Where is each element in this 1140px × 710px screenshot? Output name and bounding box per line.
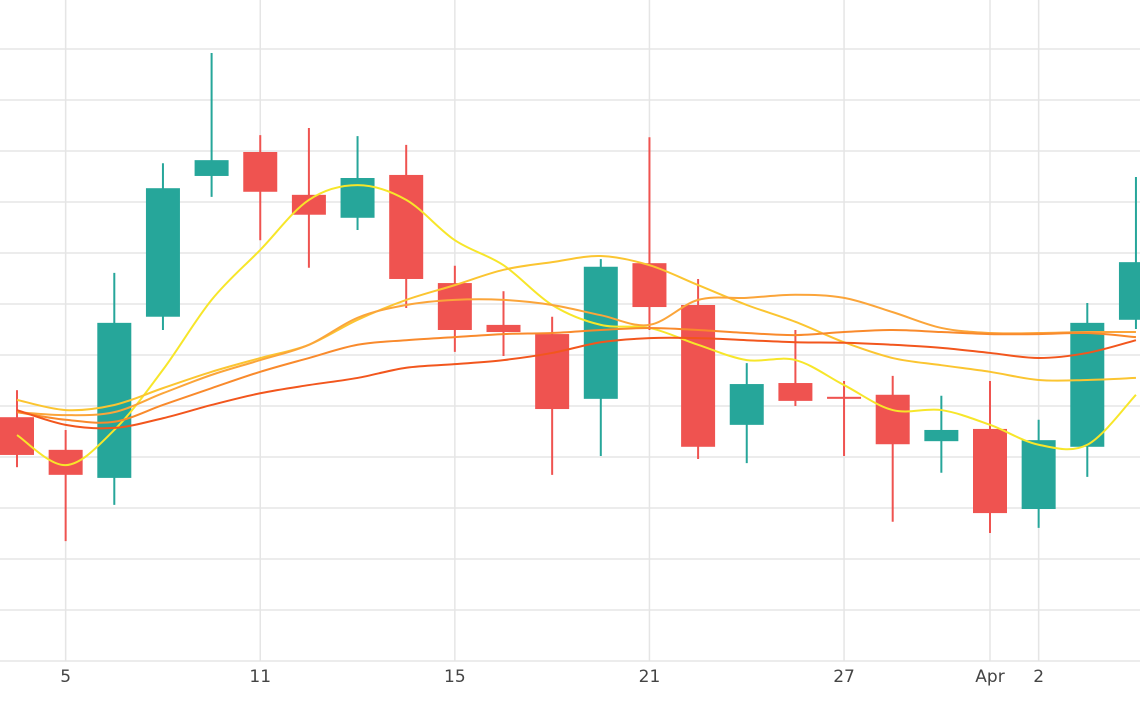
x-tick-label: 11 [249,667,271,687]
candles [0,53,1140,542]
candle-body [486,324,521,333]
candle-body [973,428,1007,514]
candle-body [729,384,764,425]
candle-body [875,394,910,445]
candle-body [243,151,278,192]
grid [0,0,1140,662]
x-tick-label: 21 [639,667,661,687]
candle-body [1118,262,1140,320]
candle-body [389,174,424,279]
moving-average-line [16,293,1136,417]
candle-body [681,304,716,447]
candle-body [632,263,667,308]
candle-body [583,266,618,399]
candle-body [194,160,229,176]
x-tick-label: 27 [833,667,855,687]
candle-body [778,383,813,401]
candle-body [97,322,132,478]
candle-body [1021,440,1056,510]
candle-body [291,194,326,215]
x-tick-label: 5 [60,667,71,687]
candle-body [340,178,375,218]
x-tick-label: 15 [444,667,466,687]
candle-body [1070,322,1105,447]
moving-average-line [16,336,1137,430]
candle-body [437,283,472,330]
moving-average-line [16,184,1137,467]
candle-body [145,188,180,317]
candle-body [535,334,570,410]
candle-body [827,396,862,399]
moving-average-line [16,326,1137,424]
moving-average-line [16,255,1136,412]
candle-body [924,429,959,442]
x-tick-label: 2 [1033,667,1044,687]
x-tick-label: Apr [975,667,1004,687]
